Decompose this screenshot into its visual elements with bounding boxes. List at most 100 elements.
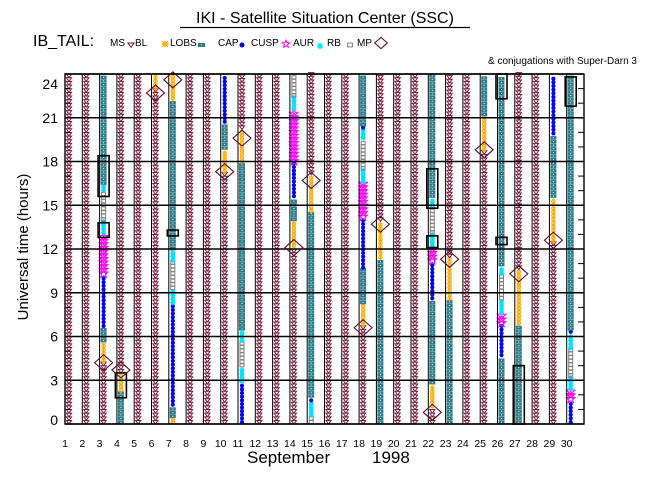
lobs-marker <box>481 90 488 95</box>
rb-marker <box>429 215 435 221</box>
cap-marker <box>101 298 106 303</box>
aur-marker <box>308 401 314 407</box>
cap-marker <box>239 409 245 414</box>
cap-marker <box>222 119 227 124</box>
cap-marker <box>170 326 175 331</box>
aur-marker <box>360 175 366 181</box>
lobs-marker <box>308 350 315 354</box>
cusp-marker <box>97 252 110 264</box>
cap-marker <box>101 287 106 292</box>
aur-marker <box>101 187 107 193</box>
rb-marker <box>170 271 176 276</box>
cusp-marker <box>288 144 300 156</box>
aur-marker <box>239 330 245 336</box>
rb-marker <box>239 355 245 361</box>
cap-marker <box>170 380 175 385</box>
lobs-marker <box>429 125 436 129</box>
lobs-marker <box>567 250 574 254</box>
aur-marker <box>429 198 435 204</box>
cusp-marker <box>97 241 110 253</box>
lobs-marker <box>169 137 176 141</box>
cap-marker <box>101 320 106 325</box>
lobs-marker <box>308 237 315 241</box>
lobs-marker <box>308 321 315 325</box>
lobs-marker <box>498 106 505 110</box>
lobs-marker <box>446 413 453 417</box>
cusp-marker <box>357 196 369 207</box>
lobs-marker <box>100 90 107 94</box>
x-tick-label: 5 <box>131 438 137 450</box>
lobs-marker <box>498 87 505 92</box>
lobs-marker <box>446 398 453 403</box>
lobs-marker <box>377 387 384 392</box>
lobs-marker <box>100 163 107 167</box>
lobs-marker <box>221 139 228 143</box>
lobs-marker <box>550 187 557 191</box>
lobs-marker <box>360 104 367 109</box>
legend-bl-sun-icon <box>161 40 169 48</box>
lobs-marker <box>446 318 453 322</box>
lobs-marker <box>429 136 436 140</box>
lobs-marker <box>498 384 505 388</box>
lobs-marker <box>308 266 315 271</box>
lobs-marker <box>239 327 245 331</box>
lobs-marker <box>308 292 315 296</box>
cap-marker <box>101 323 106 329</box>
legend-label-aur: AUR <box>293 38 314 49</box>
rb-marker <box>499 285 504 290</box>
aur-marker <box>170 296 176 302</box>
rb-marker <box>239 363 245 368</box>
lobs-marker <box>377 285 384 289</box>
lobs-marker <box>377 340 384 344</box>
cap-marker <box>361 254 366 259</box>
lobs-marker <box>308 339 315 343</box>
lobs-marker <box>308 394 315 398</box>
lobs-marker <box>360 286 367 290</box>
lobs-marker <box>117 416 124 421</box>
conjugations-note: & conjugations with Super-Darn 3 <box>488 56 637 67</box>
x-tick-label: 8 <box>183 438 189 450</box>
lobs-marker <box>429 373 436 378</box>
cap-marker <box>361 229 366 234</box>
lobs-marker <box>239 225 245 229</box>
lobs-marker <box>100 137 107 141</box>
aur-marker <box>291 102 297 108</box>
lobs-marker <box>308 252 315 256</box>
rb-marker <box>429 226 435 232</box>
lobs-marker <box>567 90 574 94</box>
cap-marker <box>361 125 366 130</box>
lobs-marker <box>429 154 436 158</box>
lobs-marker <box>100 119 107 123</box>
lobs-marker <box>429 322 436 327</box>
lobs-marker <box>429 106 436 111</box>
cap-marker <box>170 384 175 389</box>
rb-marker <box>101 210 107 215</box>
cusp-marker <box>97 267 110 279</box>
lobs-marker <box>308 244 315 249</box>
lobs-marker <box>377 369 384 373</box>
rb-marker <box>239 348 245 353</box>
lobs-marker <box>308 368 315 373</box>
lobs-marker <box>567 79 574 83</box>
lobs-marker <box>567 184 574 189</box>
y-tick-label: 18 <box>42 154 58 170</box>
lobs-marker <box>377 358 384 362</box>
lobs-marker <box>567 101 574 105</box>
lobs-marker <box>169 166 176 171</box>
ms-marker <box>238 74 246 80</box>
lobs-marker <box>308 343 315 347</box>
lobs-marker <box>169 108 176 112</box>
cap-marker <box>101 280 106 285</box>
cap-marker <box>239 394 245 399</box>
lobs-marker <box>290 214 297 218</box>
rb-marker <box>499 277 504 283</box>
x-tick-label: 2 <box>79 438 85 450</box>
cap-marker <box>170 395 175 400</box>
lobs-marker <box>515 405 522 410</box>
lobs-marker <box>498 77 505 81</box>
lobs-marker <box>239 316 245 320</box>
cap-marker <box>291 164 296 170</box>
legend: MS BL LOBS CAP CUSP AUR RB MP <box>110 36 389 50</box>
cusp-marker <box>288 140 300 152</box>
lobs-marker <box>429 351 436 356</box>
